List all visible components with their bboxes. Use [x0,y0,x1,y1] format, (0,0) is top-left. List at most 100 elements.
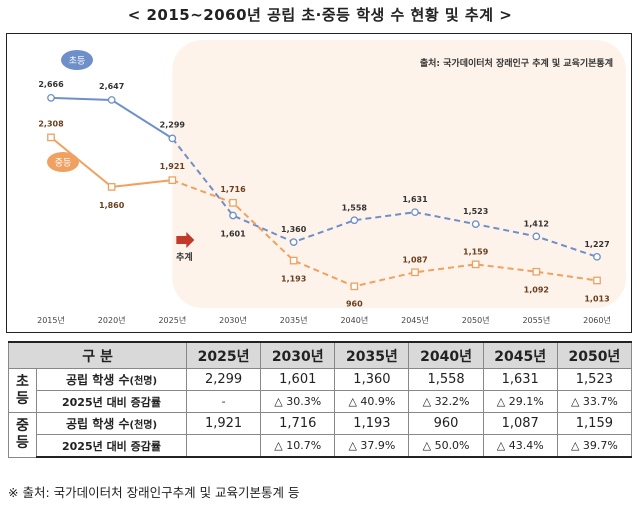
table-header-cell: 2035년 [334,341,410,369]
row-label: 공립 학생 수(천명) [35,412,188,435]
table-cell: 1,193 [334,412,410,435]
table-cell: 1,360 [334,368,410,391]
data-label: 2,647 [99,82,124,91]
data-label: 2,299 [160,120,186,129]
table-cell: △ 33.7% [556,390,633,413]
table-cell: 1,921 [186,412,262,435]
table-header-cell: 2025년 [186,341,262,369]
data-point [107,96,116,104]
table-cell: △ 50.0% [408,434,484,458]
data-point [289,238,298,246]
footnote: ※ 출처: 국가데이터처 장래인구추계 및 교육기본통계 등 [8,485,300,500]
x-tick-label: 2050년 [462,315,490,325]
x-tick-label: 2040년 [340,315,368,325]
table-cell: △ 40.9% [334,390,410,413]
table-cell: △ 29.1% [482,390,558,413]
table-row: 2025년 대비 증감률 - △ 30.3% △ 40.9% △ 32.2% △… [9,390,633,413]
data-point [107,183,116,191]
data-point [168,176,177,185]
table-cell: △ 43.4% [482,434,558,458]
table-cell: 1,716 [260,412,336,435]
table-header-cell: 2030년 [260,341,336,369]
data-point [532,232,541,241]
data-point [471,260,480,269]
data-point [229,198,237,207]
table-cell: 1,558 [408,368,484,391]
source-note: 출처: 국가데이터처 장래인구 추계 및 교육기본통계 [419,59,613,69]
x-tick-label: 2025년 [158,315,186,325]
series-line-actual [50,96,173,140]
data-point [350,216,359,225]
x-tick-label: 2045년 [401,315,429,325]
table-cell: 1,601 [260,368,336,391]
table-cell: △ 39.7% [556,434,633,458]
data-label: 1,523 [463,207,488,216]
data-label: 1,360 [281,225,307,234]
series-name-bubble [47,152,79,172]
series-name-label: 중등 [55,158,72,169]
page-title: < 2015~2060년 공립 초·중등 학생 수 현황 및 추계 > [127,6,513,24]
table-cell: △ 37.9% [334,434,410,458]
x-tick-label: 2060년 [583,315,611,325]
x-tick-label: 2030년 [219,315,247,325]
x-tick-label: 2055년 [522,315,550,325]
line-chart: 2015년 2020년 2025년 2030년 2035년 2040년 2045년 2050년… [37,40,627,325]
table-cell: 1,087 [482,412,558,435]
data-label: 1,558 [342,203,368,212]
table-cell: △ 10.7% [260,434,336,458]
x-tick-label: 2015년 [37,315,65,325]
table-header-cell: 2050년 [556,341,633,369]
chart-panel: 출처: 국가데이터처 장래인구 추계 및 교육기본통계 2015년 2020년 20… [6,33,632,333]
table-cell: 1,523 [556,368,633,391]
row-label: 2025년 대비 증감률 [35,434,188,458]
data-label: 1,716 [220,185,246,194]
projection-label: 추계 [176,251,193,263]
data-point [471,220,480,228]
data-label: 1,193 [281,275,306,284]
data-point [47,133,55,142]
series-line-projection [171,179,598,288]
series-name-bubble [61,50,93,70]
data-label: 1,412 [524,219,549,228]
data-point [168,134,177,143]
data-label: 1,631 [402,195,428,204]
data-label: 960 [346,299,363,308]
table-header-cell: 구 분 [7,341,188,369]
x-tick-label: 2020년 [98,315,126,325]
data-label: 1,087 [402,255,427,264]
data-label: 1,092 [524,286,549,295]
data-point [47,94,55,102]
data-point [289,256,298,265]
data-point [229,211,237,220]
table-cell: △ 30.3% [260,390,336,413]
table-cell: - [186,390,262,413]
data-label: 1,227 [584,240,609,249]
table-cell: 1,159 [556,412,633,435]
data-label: 1,601 [220,230,246,239]
row-label: 공립 학생 수(천명) [35,368,188,391]
table-cell [186,434,262,458]
series-line-projection [171,137,598,258]
data-label: 1,159 [463,247,489,256]
row-label: 2025년 대비 증감률 [35,390,188,413]
data-point [532,267,541,276]
data-table: 구 분 2025년 2030년 2035년 2040년 2045년 2050년 … [7,341,633,458]
table-header-cell: 2045년 [482,341,558,369]
x-tick-label: 2035년 [280,315,308,325]
data-label: 1,860 [99,201,125,210]
data-label: 1,921 [160,162,186,171]
table-header-cell: 2040년 [408,341,484,369]
table-cell: 960 [408,412,484,435]
table-header-row: 구 분 2025년 2030년 2035년 2040년 2045년 2050년 [7,341,633,369]
data-point [350,282,359,291]
data-label: 2,308 [38,119,64,128]
projection-region [172,40,627,308]
table-cell: △ 32.2% [408,390,484,413]
data-point [593,276,601,285]
data-point [593,252,601,261]
series-name-label: 초등 [69,56,86,67]
